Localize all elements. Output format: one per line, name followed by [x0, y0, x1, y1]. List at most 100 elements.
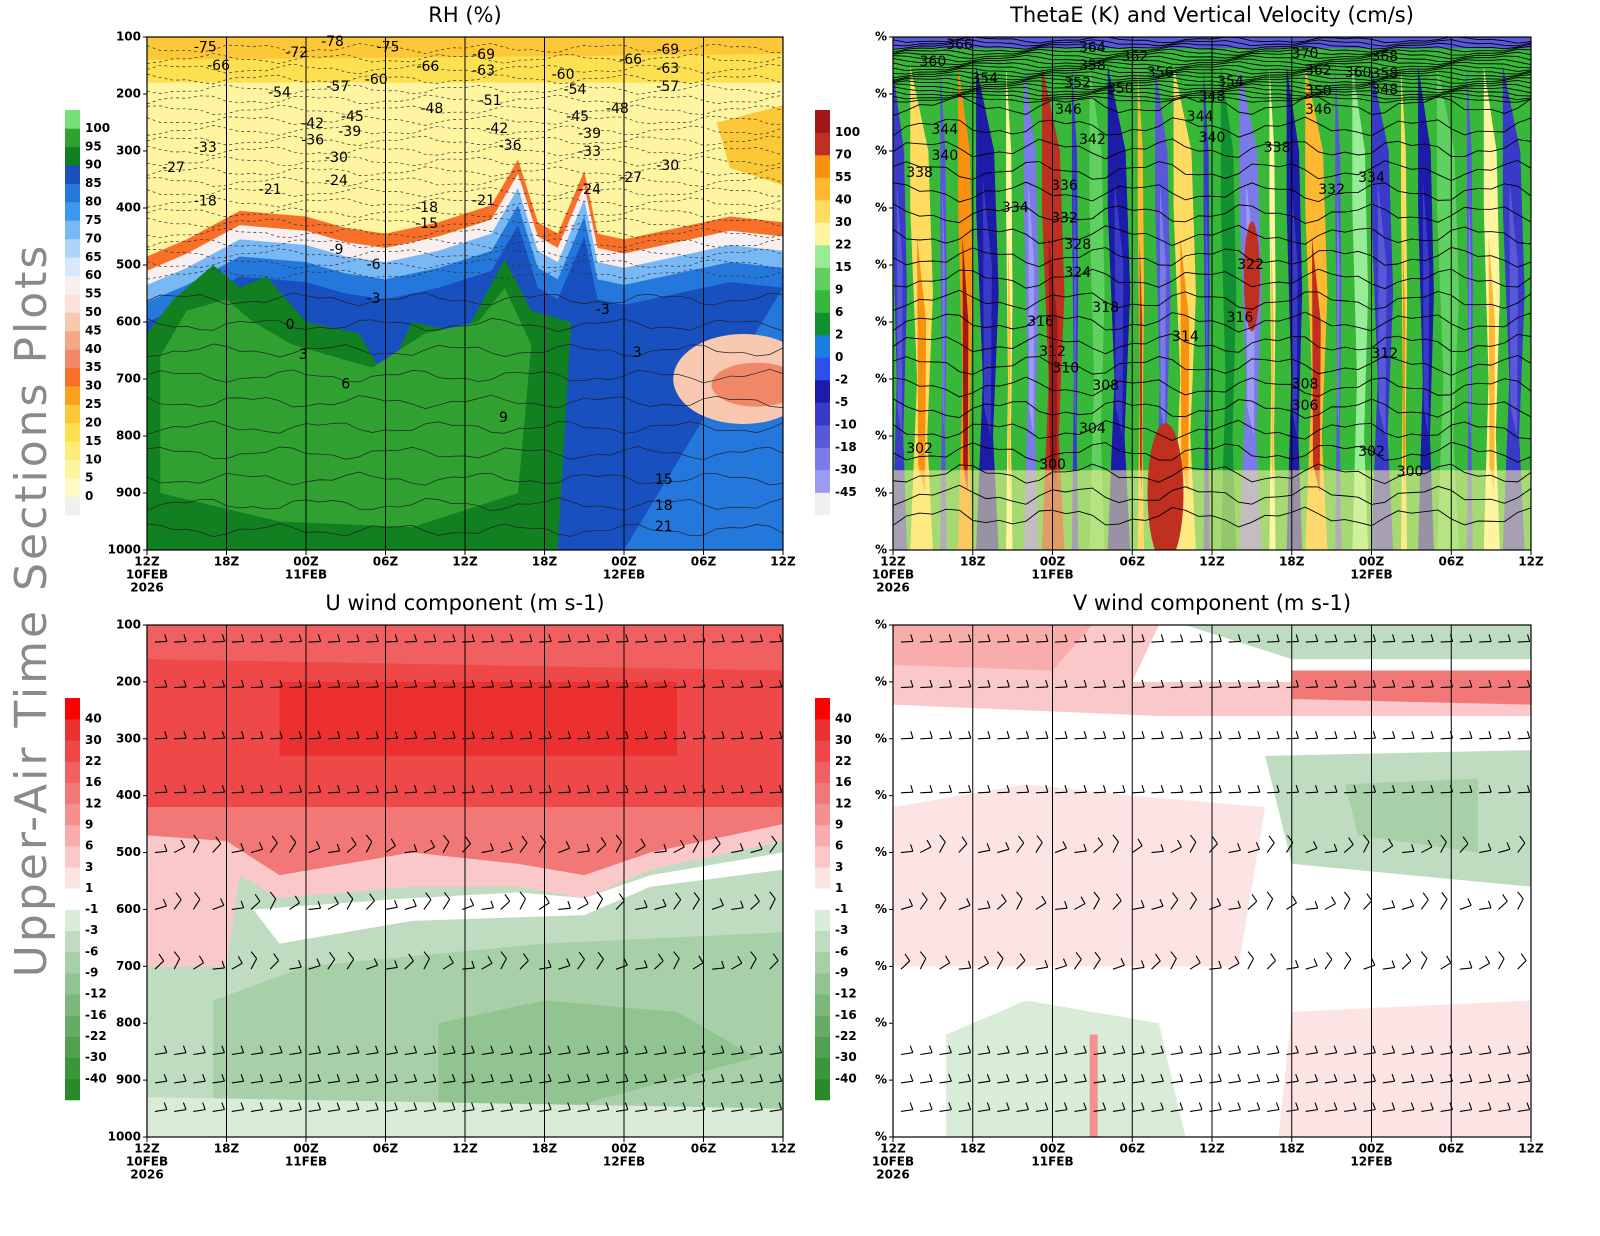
- wind-barb: [481, 907, 494, 910]
- wind-barb: [1409, 898, 1415, 907]
- wind-barb: [721, 785, 725, 793]
- x-date-label: 12FEB: [1350, 568, 1392, 582]
- wind-barb: [1421, 686, 1434, 689]
- wind-barb: [193, 791, 206, 794]
- wind-barb: [250, 951, 258, 959]
- colorbar-box: [815, 402, 830, 426]
- wind-barb: [1247, 686, 1260, 689]
- wind-barb: [586, 634, 591, 642]
- wind-barb: [1180, 731, 1184, 739]
- wind-barb: [740, 1045, 744, 1053]
- wind-barb: [1160, 844, 1164, 852]
- wind-barb: [1055, 686, 1068, 689]
- wind-barb: [154, 1109, 167, 1112]
- colorbar-label: 70: [85, 231, 102, 245]
- y-tick-label: %: [875, 87, 887, 101]
- wind-barb: [644, 1102, 648, 1110]
- wind-barb: [750, 958, 757, 970]
- colorbar-box: [65, 909, 80, 932]
- colorbar-label: -6: [835, 944, 848, 958]
- wind-barb: [375, 785, 379, 793]
- wind-barb: [567, 1102, 571, 1110]
- wind-barb: [1180, 679, 1184, 688]
- wind-barb: [1151, 1080, 1164, 1084]
- y-tick-label: 300: [116, 144, 141, 158]
- y-tick-label: 1000: [108, 543, 141, 557]
- wind-barb: [997, 1052, 1010, 1056]
- wind-barb: [327, 737, 340, 740]
- wind-barb: [1286, 791, 1299, 794]
- wind-barb: [1218, 960, 1222, 969]
- wind-barb: [1074, 737, 1087, 740]
- wind-barb: [298, 1102, 302, 1110]
- wind-barb: [433, 679, 437, 688]
- x-date-label: 11FEB: [1031, 1155, 1073, 1169]
- wind-barb: [1160, 1102, 1164, 1110]
- wind-barb: [432, 1045, 437, 1053]
- wind-barb: [987, 731, 991, 739]
- wind-barb: [939, 962, 950, 970]
- wind-barb: [616, 686, 629, 689]
- wind-barb: [347, 640, 360, 643]
- x-tick-label: 00Z: [1040, 555, 1066, 569]
- colorbar-label: 65: [85, 250, 102, 264]
- wind-barb: [1334, 785, 1338, 793]
- wind-barb: [1083, 843, 1087, 852]
- wind-barb: [596, 1080, 609, 1084]
- contour-fill: [1243, 221, 1260, 332]
- wind-barb: [180, 839, 186, 848]
- wind-barb: [958, 1052, 971, 1056]
- wind-barb: [731, 686, 744, 689]
- wind-barb: [663, 785, 667, 793]
- wind-barb: [1295, 1045, 1299, 1053]
- wind-barb: [1517, 891, 1524, 900]
- wind-barb: [1305, 640, 1318, 643]
- wind-barb: [443, 686, 456, 689]
- contour-fill: [1533, 66, 1539, 551]
- colorbar-box: [65, 165, 80, 184]
- contour-label: -45: [566, 109, 589, 125]
- wind-barb: [1141, 1073, 1145, 1082]
- wind-barb: [1519, 835, 1526, 844]
- wind-barb: [1420, 951, 1428, 959]
- wind-barb: [1218, 634, 1222, 642]
- wind-barb: [1344, 791, 1357, 794]
- wind-barb: [1276, 785, 1280, 793]
- wind-barb: [1122, 679, 1126, 688]
- wind-barb: [1410, 1073, 1415, 1082]
- wind-barb: [366, 737, 379, 740]
- wind-barb: [1044, 1073, 1049, 1082]
- wind-barb: [539, 686, 552, 689]
- wind-barb: [433, 634, 437, 642]
- colorbar-box: [65, 930, 80, 953]
- contour-label: 332: [1318, 182, 1345, 198]
- colorbar-box: [815, 824, 830, 847]
- wind-barb: [221, 634, 226, 642]
- wind-barb: [1276, 679, 1280, 688]
- wind-barb: [1189, 1080, 1203, 1084]
- wind-barb: [375, 1102, 379, 1110]
- wind-barb: [1517, 1109, 1530, 1112]
- wind-barb: [1257, 731, 1261, 739]
- colorbar-box: [65, 220, 80, 240]
- wind-barb: [1459, 904, 1472, 910]
- wind-barb: [154, 1080, 167, 1084]
- wind-barb: [714, 836, 721, 845]
- wind-barb: [721, 960, 725, 969]
- wind-barb: [654, 1109, 667, 1112]
- wind-barb: [1526, 1045, 1531, 1053]
- colorbar-box: [65, 238, 80, 258]
- wind-barb: [1446, 955, 1452, 964]
- wind-barb: [978, 686, 991, 689]
- wind-barb: [1055, 907, 1068, 910]
- wind-barb: [271, 835, 278, 844]
- wind-barb: [900, 1080, 913, 1084]
- wind-barb: [366, 686, 379, 689]
- wind-barb: [347, 737, 360, 740]
- contour-fill: [946, 1000, 1186, 1137]
- contour-label: -75: [194, 39, 217, 55]
- wind-barb: [1189, 841, 1197, 853]
- y-tick-label: %: [875, 845, 887, 859]
- wind-barb: [1372, 731, 1377, 739]
- wind-barb: [1479, 907, 1492, 910]
